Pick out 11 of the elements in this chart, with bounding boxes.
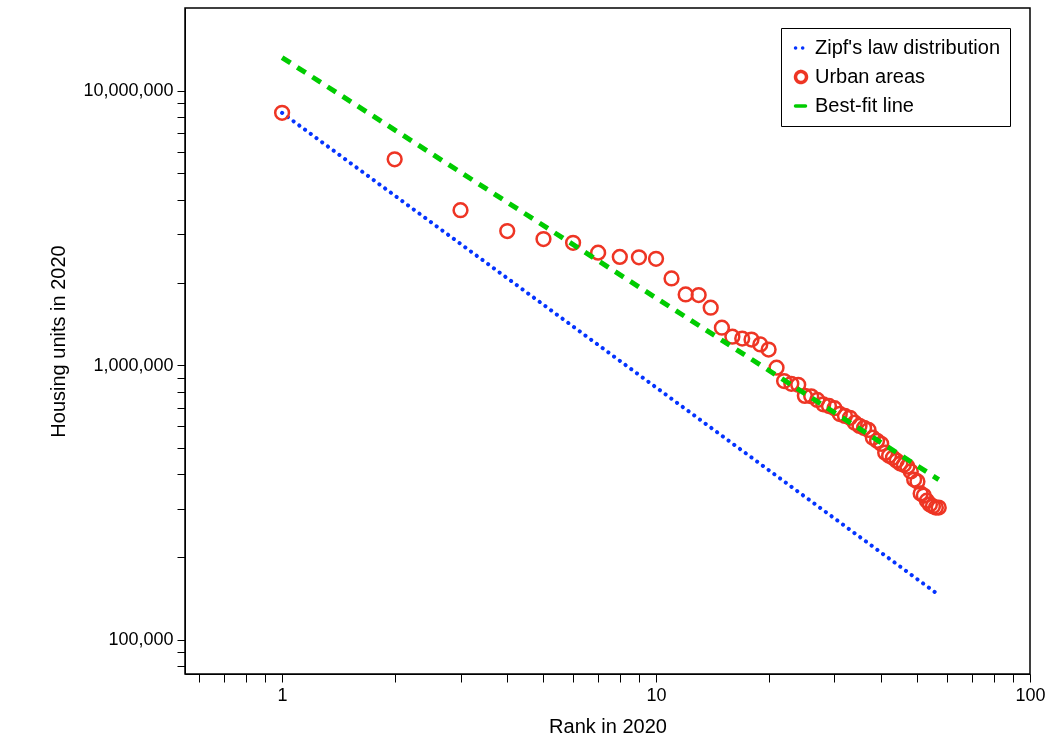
x-tick-label: 100 [1015, 684, 1046, 705]
y-axis-title: Housing units in 2020 [47, 245, 70, 438]
legend-label: Urban areas [815, 65, 926, 87]
x-tick-label: 10 [646, 684, 667, 705]
y-tick-label: 1,000,000 [93, 354, 174, 375]
x-tick-label: 1 [277, 684, 288, 705]
x-axis-title: Rank in 2020 [549, 714, 667, 737]
y-tick-label: 10,000,000 [83, 80, 174, 101]
legend-label: Zipf's law distribution [815, 36, 1000, 58]
legend-label: Best-fit line [815, 94, 914, 116]
y-tick-label: 100,000 [108, 629, 174, 650]
